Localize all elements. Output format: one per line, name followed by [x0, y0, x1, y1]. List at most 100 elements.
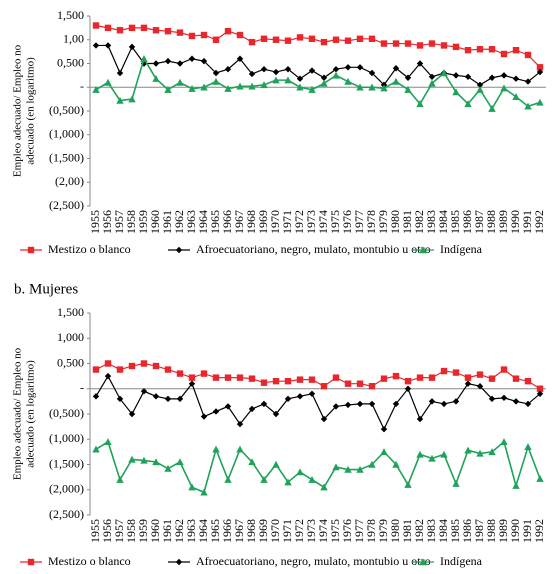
y-tick-label: (1,500): [49, 456, 84, 470]
x-tick-label: 1966: [220, 210, 234, 234]
data-point: [272, 36, 280, 43]
x-tick-label: 1963: [184, 210, 198, 234]
data-point: [356, 465, 364, 473]
data-point: [104, 24, 112, 32]
y-tick-label: -: [80, 79, 84, 93]
x-tick-label: 1967: [232, 210, 246, 234]
x-tick-label: 1972: [292, 519, 306, 543]
data-point: [284, 478, 292, 486]
data-point: [428, 454, 436, 462]
data-point: [116, 395, 124, 403]
data-point: [308, 475, 316, 483]
x-tick-label: 1975: [328, 519, 342, 543]
x-tick-label: 1971: [280, 519, 294, 543]
x-tick-label: 1977: [352, 519, 366, 543]
data-point: [416, 415, 424, 423]
data-point: [452, 72, 460, 79]
data-point: [164, 366, 172, 373]
x-tick-label: 1968: [244, 519, 258, 543]
x-tick-label: 1969: [256, 519, 270, 543]
data-point: [464, 446, 472, 454]
y-tick-label: 1,500: [57, 305, 84, 319]
y-tick-label: (2,500): [49, 507, 84, 521]
x-tick-label: 1966: [220, 519, 234, 543]
series-line: [95, 56, 541, 111]
data-point: [140, 456, 148, 464]
data-point: [356, 380, 364, 387]
data-point: [116, 27, 124, 34]
x-tick-label: 1956: [100, 210, 114, 234]
data-point: [140, 24, 148, 32]
y-tick-label: (2,00): [55, 174, 84, 188]
data-point: [536, 474, 544, 482]
data-point: [368, 69, 376, 77]
data-point: [260, 400, 268, 408]
data-point: [140, 388, 148, 395]
data-point: [356, 35, 364, 42]
data-point: [524, 400, 532, 408]
data-point: [248, 70, 256, 78]
series-line: [95, 24, 541, 68]
y-axis-label: Empleo adecuado/ Empleo noadecuado (en l…: [11, 44, 36, 177]
data-point: [92, 85, 100, 93]
data-point: [236, 420, 244, 428]
data-point: [236, 82, 244, 90]
data-point: [344, 380, 352, 387]
data-point: [392, 460, 400, 468]
data-point: [200, 370, 208, 377]
x-tick-label: 1980: [388, 519, 402, 543]
data-point: [392, 372, 400, 380]
data-point: [404, 377, 412, 385]
data-point: [524, 51, 532, 59]
data-point: [128, 24, 136, 32]
data-point: [416, 450, 424, 458]
x-tick-label: 1981: [400, 210, 414, 234]
data-point: [284, 395, 292, 403]
data-point: [128, 43, 136, 51]
data-point: [476, 371, 484, 378]
data-point: [500, 438, 508, 445]
y-tick-label: (2,000): [49, 482, 84, 496]
x-tick-label: 1976: [340, 210, 354, 234]
data-point: [500, 394, 508, 402]
chart-title: b. Mujeres: [14, 281, 78, 297]
data-point: [296, 75, 304, 82]
data-point: [116, 366, 124, 373]
x-tick-label: 1989: [496, 519, 510, 543]
data-point: [188, 84, 196, 92]
data-point: [536, 385, 544, 392]
x-tick-label: 1962: [172, 210, 186, 234]
data-point: [488, 448, 496, 456]
data-point: [452, 479, 460, 487]
data-point: [368, 383, 376, 390]
legend-marker: [175, 558, 183, 566]
x-tick-label: 1967: [232, 519, 246, 543]
data-point: [308, 67, 316, 74]
data-point: [152, 393, 160, 400]
data-point: [488, 46, 496, 53]
x-tick-label: 1979: [376, 210, 390, 234]
data-point: [188, 380, 196, 387]
data-point: [320, 38, 328, 46]
data-point: [416, 100, 424, 108]
data-point: [224, 28, 232, 35]
x-tick-label: 1982: [412, 519, 426, 543]
data-point: [200, 413, 208, 420]
data-point: [224, 475, 232, 483]
y-axis-label-line: Empleo adecuado/ Empleo no: [11, 347, 23, 480]
x-tick-label: 1986: [460, 519, 474, 543]
data-point: [380, 40, 388, 47]
data-point: [164, 464, 172, 472]
data-point: [140, 60, 148, 67]
x-tick-label: 1984: [436, 210, 450, 234]
data-point: [296, 83, 304, 91]
x-tick-label: 1958: [124, 210, 138, 234]
data-point: [440, 69, 448, 77]
data-point: [164, 28, 172, 35]
data-point: [440, 42, 448, 49]
data-point: [464, 47, 472, 54]
data-point: [260, 379, 268, 386]
data-point: [428, 73, 436, 80]
data-point: [236, 31, 244, 39]
x-tick-label: 1987: [472, 210, 486, 234]
